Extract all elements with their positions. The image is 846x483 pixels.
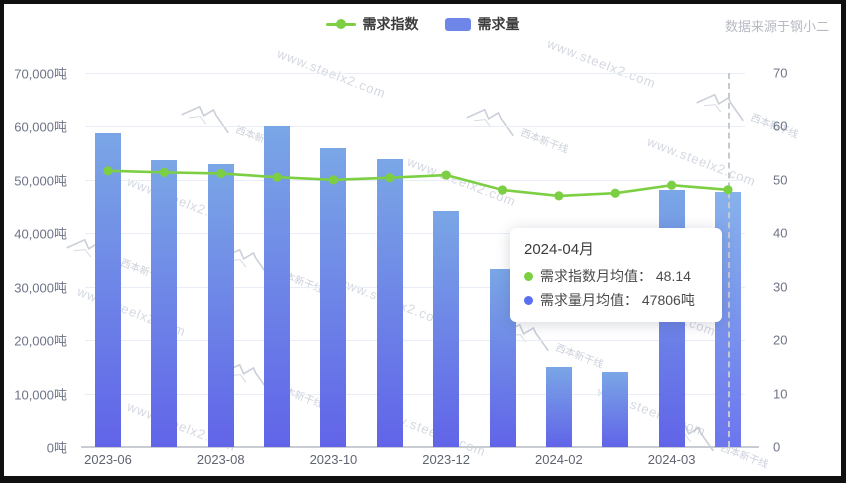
legend-label: 需求量	[477, 16, 520, 32]
tooltip: 2024-04月 需求指数月均值： 48.14 需求量月均值： 47806吨	[510, 228, 722, 322]
tooltip-row-volume: 需求量月均值： 47806吨	[524, 290, 708, 310]
y-axis-tick-right: 70	[773, 65, 788, 81]
line-point[interactable]	[441, 170, 451, 180]
line-point[interactable]	[610, 188, 620, 198]
line-point[interactable]	[554, 191, 564, 201]
demand-volume-bar[interactable]	[320, 147, 347, 447]
y-axis-tick-right: 60	[773, 118, 788, 134]
tooltip-row-index: 需求指数月均值： 48.14	[524, 266, 708, 286]
y-axis-tick-right: 30	[773, 279, 788, 295]
demand-volume-bar[interactable]	[207, 163, 234, 447]
x-axis-tick: 2023-08	[196, 452, 245, 467]
y-axis-tick-left: 50,000吨	[14, 173, 67, 189]
y-axis-tick-right: 40	[773, 225, 788, 241]
y-axis-tick-left: 10,000吨	[14, 387, 67, 403]
line-point[interactable]	[103, 166, 113, 176]
demand-volume-bar[interactable]	[376, 158, 403, 447]
tooltip-title: 2024-04月	[524, 241, 595, 258]
y-axis-tick-left: 60,000吨	[14, 119, 67, 135]
legend-item-demand-index[interactable]: 需求指数	[325, 14, 419, 34]
gridline	[85, 286, 745, 288]
legend: 需求指数 需求量	[4, 14, 841, 34]
y-axis-tick-left: 40,000吨	[14, 226, 67, 242]
line-point[interactable]	[497, 185, 508, 195]
x-axis-tick: 2023-12	[422, 452, 471, 467]
demand-volume-bar[interactable]	[545, 366, 572, 447]
line-point[interactable]	[272, 172, 282, 182]
x-axis-tick: 2024-03	[647, 452, 696, 467]
x-axis-tick: 2023-06	[84, 452, 132, 467]
blue-dot-icon	[524, 295, 533, 305]
y-axis-tick-left: 0吨	[46, 440, 67, 456]
green-dot-icon	[524, 271, 533, 281]
y-axis-tick-right: 0	[773, 439, 781, 455]
gridline	[85, 393, 745, 395]
gridline	[85, 179, 745, 181]
gridline	[85, 73, 745, 74]
gridline	[85, 340, 745, 342]
line-point[interactable]	[328, 175, 339, 185]
demand-volume-bar[interactable]	[151, 160, 178, 447]
line-point[interactable]	[667, 180, 677, 190]
bar-series-marker-icon	[444, 17, 471, 31]
demand-index-line	[103, 166, 733, 201]
gridline	[85, 233, 745, 235]
line-point[interactable]	[159, 167, 169, 177]
legend-label: 需求指数	[362, 16, 419, 32]
y-axis-tick-right: 20	[773, 332, 788, 348]
x-axis-tick: 2024-02	[535, 452, 583, 467]
y-axis-tick-left: 30,000吨	[14, 280, 67, 296]
x-axis-tick: 2023-10	[309, 452, 358, 467]
y-axis-tick-right: 10	[773, 386, 788, 402]
tooltip-row-text: 需求指数月均值： 48.14	[540, 268, 691, 284]
line-point[interactable]	[723, 185, 733, 195]
data-source-label: 数据来源于钢小二	[724, 19, 829, 34]
y-axis-tick-left: 70,000吨	[14, 66, 67, 82]
line-point[interactable]	[216, 168, 226, 179]
gridline	[85, 126, 745, 128]
demand-volume-bar[interactable]	[95, 132, 121, 447]
y-axis-tick-left: 20,000吨	[14, 333, 67, 349]
x-axis-line	[81, 446, 759, 448]
legend-item-demand-volume[interactable]: 需求量	[444, 14, 520, 34]
demand-volume-bar[interactable]	[433, 211, 460, 447]
demand-volume-bar[interactable]	[602, 372, 629, 447]
hover-guide-dashed-line	[727, 73, 730, 447]
line-series-marker-icon	[325, 18, 356, 30]
line-point[interactable]	[385, 173, 395, 183]
y-axis-tick-right: 50	[773, 172, 788, 188]
tooltip-row-text: 需求量月均值： 47806吨	[540, 292, 695, 308]
